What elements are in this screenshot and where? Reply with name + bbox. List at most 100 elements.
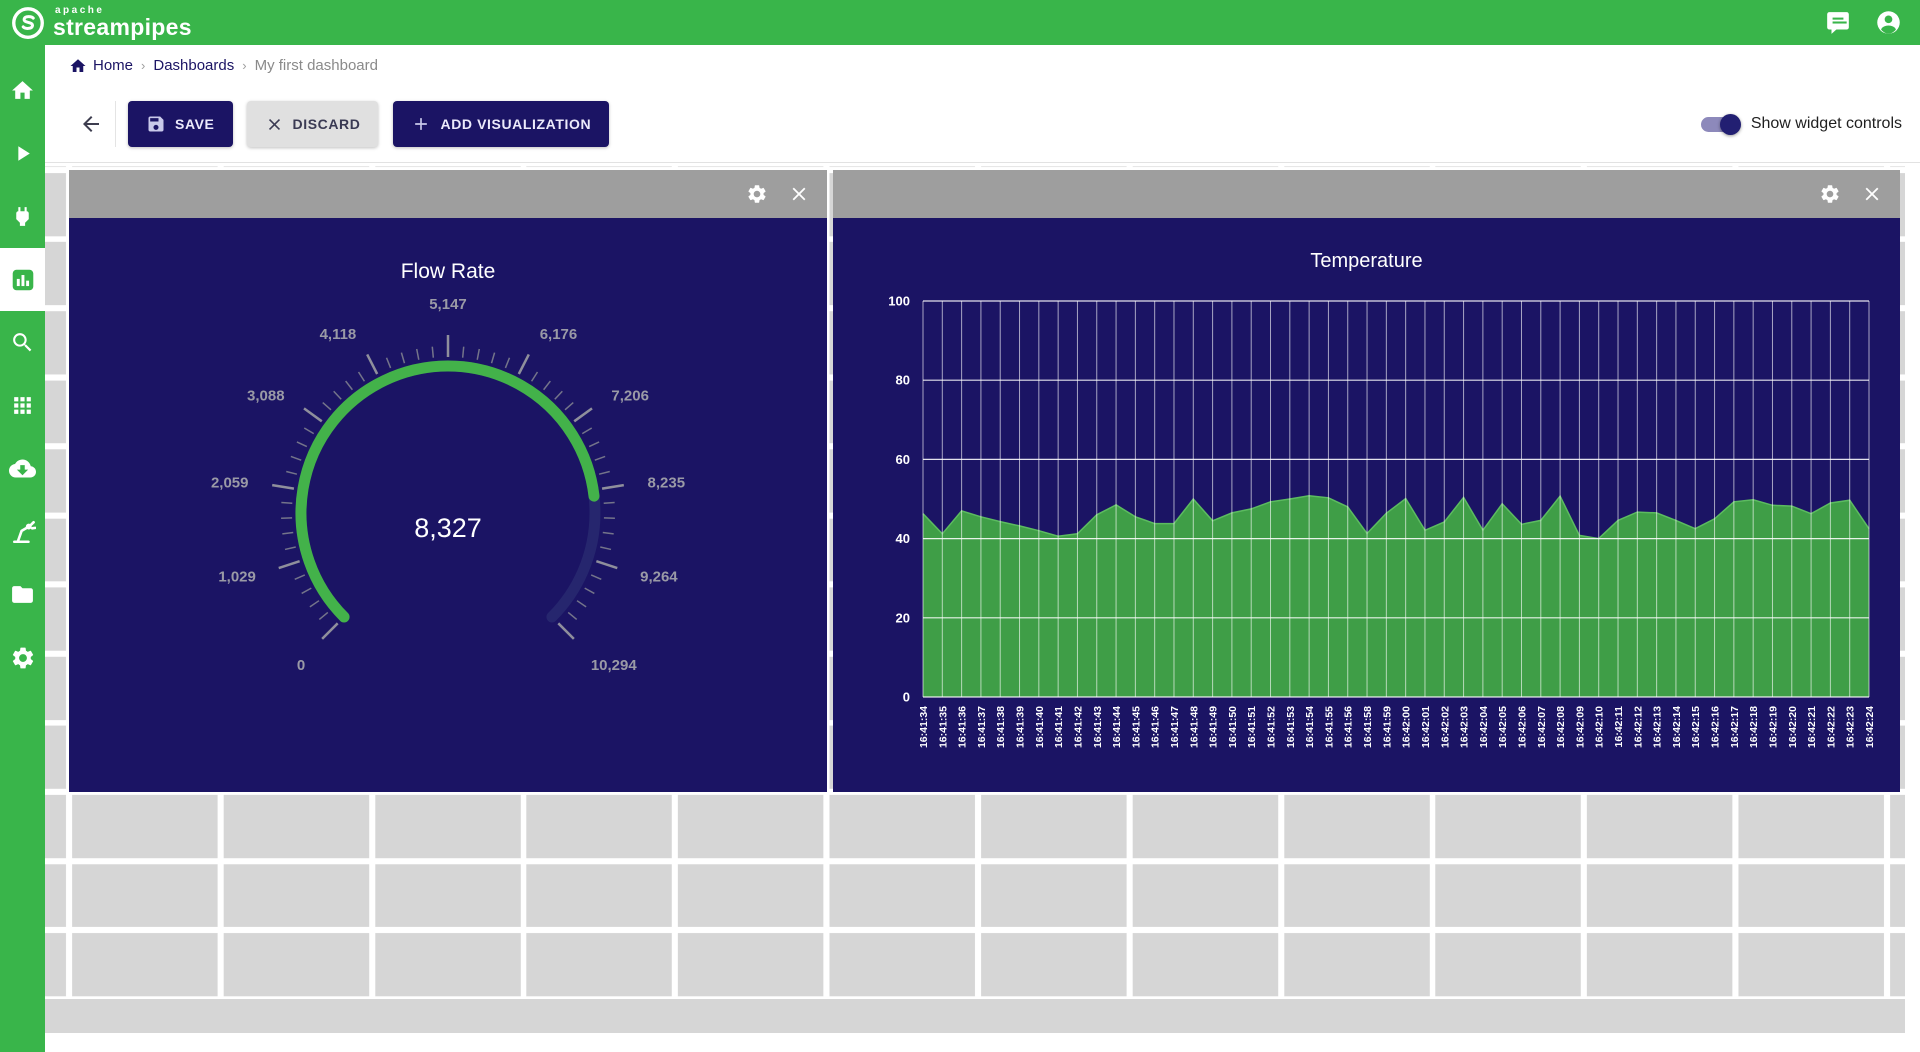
brand-apache: apache bbox=[55, 5, 105, 16]
account-icon bbox=[1876, 11, 1900, 34]
x-axis-tick-label: 16:42:18 bbox=[1748, 706, 1760, 748]
x-axis-tick-label: 16:41:38 bbox=[995, 706, 1007, 748]
app-header: apache streampipes bbox=[0, 0, 1920, 45]
add-visualization-button[interactable]: ADD VISUALIZATION bbox=[393, 101, 610, 147]
x-axis-tick-label: 16:42:13 bbox=[1652, 706, 1664, 748]
x-axis-tick-label: 16:41:35 bbox=[937, 706, 949, 748]
search-icon bbox=[13, 333, 32, 352]
back-button[interactable] bbox=[69, 102, 113, 146]
widget-title: Flow Rate bbox=[400, 260, 496, 283]
dashboard-toolbar: SAVE DISCARD ADD VISUALIZATION Sh bbox=[45, 86, 1920, 163]
widget-remove-button[interactable] bbox=[784, 179, 814, 209]
gear-icon bbox=[12, 647, 33, 668]
x-axis-tick-label: 16:41:41 bbox=[1053, 706, 1065, 748]
account-button[interactable] bbox=[1874, 9, 1902, 37]
robot-arm-icon bbox=[12, 520, 36, 543]
brand-streampipes: streampipes bbox=[53, 14, 192, 40]
x-axis-tick-label: 16:42:07 bbox=[1536, 706, 1548, 748]
sidebar-item-home[interactable] bbox=[0, 59, 45, 122]
x-axis-tick-label: 16:42:09 bbox=[1574, 706, 1586, 748]
sidebar-item-asset-management[interactable] bbox=[0, 500, 45, 563]
x-axis-tick-label: 16:41:49 bbox=[1208, 706, 1220, 748]
widget-title: Temperature bbox=[1310, 250, 1423, 272]
x-axis-tick-label: 16:42:06 bbox=[1516, 706, 1528, 748]
x-axis-tick-label: 16:41:48 bbox=[1188, 706, 1200, 748]
widget-remove-button[interactable] bbox=[1857, 179, 1887, 209]
play-icon bbox=[18, 146, 30, 161]
sidebar-item-connect[interactable] bbox=[0, 185, 45, 248]
sidebar bbox=[0, 45, 45, 1052]
toolbar-divider bbox=[115, 101, 116, 147]
x-axis-tick-label: 16:42:05 bbox=[1497, 706, 1509, 748]
close-icon bbox=[792, 187, 806, 201]
x-axis-tick-label: 16:42:24 bbox=[1864, 706, 1876, 748]
gear-icon bbox=[748, 185, 766, 203]
x-axis-tick-label: 16:41:36 bbox=[957, 706, 969, 748]
topbar-actions bbox=[1824, 9, 1902, 37]
cloud-download-icon bbox=[9, 459, 36, 478]
gauge-tick-label: 4,118 bbox=[320, 326, 357, 343]
x-axis-tick-label: 16:41:43 bbox=[1092, 706, 1104, 748]
breadcrumb: Home › Dashboards › My first dashboard bbox=[45, 45, 1920, 86]
breadcrumb-separator: › bbox=[141, 58, 146, 73]
temperature-chart: 0 20 40 60 80 100 16:41:34 16:41:35 16:41:36 16:4… bbox=[888, 294, 1876, 749]
gauge-tick-label: 0 bbox=[297, 657, 305, 674]
widget-body: Flow Rate 0 1,029 2,059 3,088 4,118 5,147 6,17… bbox=[69, 218, 827, 792]
show-widget-controls-toggle[interactable] bbox=[1700, 113, 1741, 135]
x-axis-tick-label: 16:41:42 bbox=[1072, 706, 1084, 748]
x-axis-tick-label: 16:41:52 bbox=[1266, 706, 1278, 748]
add-visualization-label: ADD VISUALIZATION bbox=[440, 116, 592, 132]
save-icon bbox=[148, 116, 164, 132]
x-axis-tick-label: 16:41:54 bbox=[1304, 706, 1316, 748]
home-icon bbox=[12, 81, 33, 99]
sidebar-item-install-pipeline-elements[interactable] bbox=[0, 437, 45, 500]
sidebar-item-pipelines[interactable] bbox=[0, 122, 45, 185]
x-axis-tick-label: 16:42:16 bbox=[1710, 706, 1722, 748]
close-icon bbox=[268, 118, 280, 130]
widget-controls-toggle-group: Show widget controls bbox=[1700, 113, 1910, 135]
widget-header[interactable] bbox=[833, 170, 1900, 218]
discard-button-label: DISCARD bbox=[292, 116, 361, 132]
x-axis-tick-label: 16:42:15 bbox=[1690, 706, 1702, 748]
arrow-back-icon bbox=[83, 116, 99, 132]
y-axis-tick-label: 20 bbox=[896, 610, 910, 625]
flow-rate-gauge: 0 1,029 2,059 3,088 4,118 5,147 6,176 7,206 8,23… bbox=[211, 296, 685, 674]
bar-chart-icon bbox=[12, 269, 33, 290]
app-logo[interactable]: apache streampipes bbox=[10, 5, 192, 41]
gauge-tick-label: 1,029 bbox=[218, 568, 256, 585]
sidebar-item-files[interactable] bbox=[0, 563, 45, 626]
gauge-tick-label: 2,059 bbox=[211, 474, 249, 491]
x-axis-tick-label: 16:41:53 bbox=[1285, 706, 1297, 748]
x-axis-tick-label: 16:42:00 bbox=[1401, 706, 1413, 748]
x-axis-tick-label: 16:42:12 bbox=[1632, 706, 1644, 748]
plus-icon bbox=[415, 118, 428, 130]
sidebar-item-apps[interactable] bbox=[0, 374, 45, 437]
sidebar-item-dashboard[interactable] bbox=[0, 248, 45, 311]
gauge-tick-label: 9,264 bbox=[640, 568, 678, 585]
sidebar-item-data-explorer[interactable] bbox=[0, 311, 45, 374]
x-axis-tick-label: 16:41:47 bbox=[1169, 706, 1181, 748]
breadcrumb-home[interactable]: Home bbox=[69, 57, 133, 75]
x-axis-tick-label: 16:41:56 bbox=[1343, 706, 1355, 748]
y-axis-tick-label: 60 bbox=[896, 452, 910, 467]
breadcrumb-home-label: Home bbox=[93, 57, 134, 74]
widget-settings-button[interactable] bbox=[1815, 179, 1845, 209]
gauge-tick-label: 5,147 bbox=[429, 296, 467, 313]
widget-header[interactable] bbox=[69, 170, 827, 218]
save-button[interactable]: SAVE bbox=[128, 101, 233, 147]
breadcrumb-current: My first dashboard bbox=[254, 57, 378, 74]
gauge-value: 8,327 bbox=[414, 513, 482, 543]
y-axis-tick-label: 40 bbox=[896, 531, 910, 546]
x-axis-tick-label: 16:42:21 bbox=[1806, 706, 1818, 748]
sidebar-item-settings[interactable] bbox=[0, 626, 45, 689]
x-axis-tick-label: 16:42:17 bbox=[1729, 706, 1741, 748]
feedback-button[interactable] bbox=[1824, 9, 1852, 37]
x-axis-tick-label: 16:42:23 bbox=[1845, 706, 1857, 748]
widget-body: Temperature 0 20 40 60 80 100 16:41:34 16:41:35… bbox=[833, 218, 1900, 792]
x-axis-tick-label: 16:42:08 bbox=[1555, 706, 1567, 748]
breadcrumb-dashboards[interactable]: Dashboards bbox=[153, 57, 235, 74]
apps-grid-icon bbox=[14, 397, 31, 414]
discard-button[interactable]: DISCARD bbox=[246, 101, 379, 147]
widget-settings-button[interactable] bbox=[742, 179, 772, 209]
